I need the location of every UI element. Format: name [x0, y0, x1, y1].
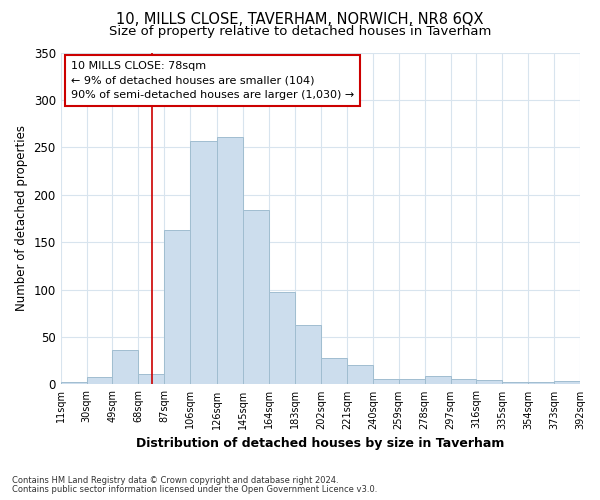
- Bar: [347, 366, 373, 384]
- Bar: [425, 376, 451, 384]
- Bar: [399, 378, 425, 384]
- Bar: [139, 374, 164, 384]
- Text: Contains HM Land Registry data © Crown copyright and database right 2024.: Contains HM Land Registry data © Crown c…: [12, 476, 338, 485]
- Bar: [164, 230, 190, 384]
- Bar: [86, 377, 112, 384]
- Text: 10 MILLS CLOSE: 78sqm
← 9% of detached houses are smaller (104)
90% of semi-deta: 10 MILLS CLOSE: 78sqm ← 9% of detached h…: [71, 61, 355, 100]
- Bar: [554, 380, 580, 384]
- Bar: [269, 292, 295, 384]
- Bar: [190, 140, 217, 384]
- Bar: [61, 382, 86, 384]
- Bar: [321, 358, 347, 384]
- Bar: [112, 350, 139, 384]
- Y-axis label: Number of detached properties: Number of detached properties: [15, 126, 28, 312]
- Bar: [502, 382, 528, 384]
- Text: 10, MILLS CLOSE, TAVERHAM, NORWICH, NR8 6QX: 10, MILLS CLOSE, TAVERHAM, NORWICH, NR8 …: [116, 12, 484, 28]
- Bar: [373, 378, 399, 384]
- Text: Contains public sector information licensed under the Open Government Licence v3: Contains public sector information licen…: [12, 485, 377, 494]
- Bar: [476, 380, 502, 384]
- Bar: [244, 210, 269, 384]
- Bar: [528, 382, 554, 384]
- Bar: [451, 378, 476, 384]
- X-axis label: Distribution of detached houses by size in Taverham: Distribution of detached houses by size …: [136, 437, 505, 450]
- Text: Size of property relative to detached houses in Taverham: Size of property relative to detached ho…: [109, 25, 491, 38]
- Bar: [217, 137, 244, 384]
- Bar: [295, 324, 321, 384]
